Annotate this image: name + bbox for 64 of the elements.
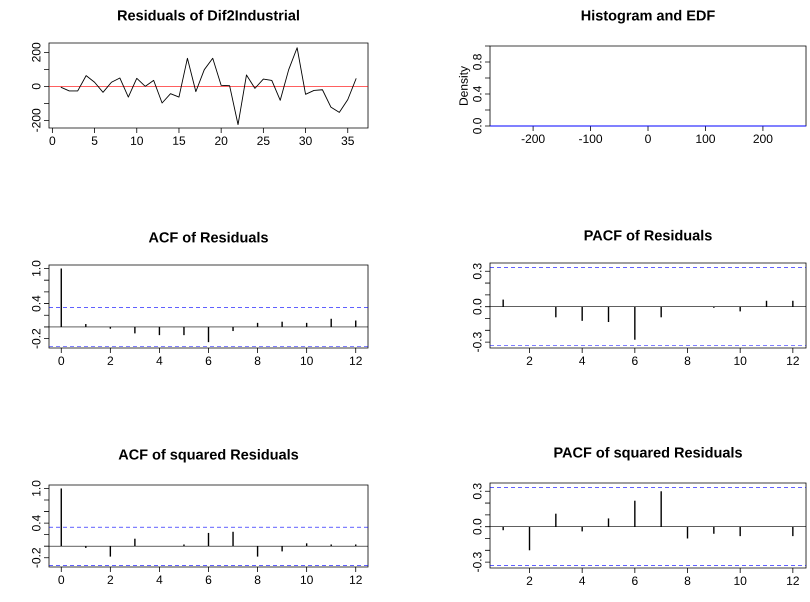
y-tick-label: -0.2	[32, 328, 40, 348]
x-tick-label: 12	[350, 356, 362, 365]
x-tick-label: 25	[257, 136, 270, 146]
y-tick-label: 0	[32, 83, 40, 90]
x-tick-label: 4	[579, 356, 586, 365]
x-tick-label: -200	[522, 134, 545, 144]
x-tick-label: 20	[215, 136, 228, 146]
y-tick-label: 0.8	[472, 54, 482, 70]
y-tick-label: 1.0	[32, 260, 40, 276]
x-tick-label: 8	[254, 356, 260, 366]
x-tick-label: 6	[632, 576, 638, 586]
x-tick-label: 30	[299, 136, 312, 146]
y-tick-label: -0.3	[472, 552, 482, 572]
x-tick-label: 200	[754, 134, 772, 144]
x-tick-label: 10	[300, 576, 313, 584]
x-tick-label: 12	[350, 576, 362, 584]
x-tick-label: 12	[787, 576, 799, 585]
x-tick-label: 12	[787, 356, 799, 365]
x-tick-label: 10	[734, 356, 746, 366]
y-tick-label: 0.4	[32, 296, 40, 312]
x-tick-label: 0	[58, 356, 64, 366]
x-tick-label: 6	[206, 576, 212, 584]
y-tick-label: 0.3	[472, 483, 482, 500]
chart-title: ACF of squared Residuals	[118, 448, 298, 463]
x-tick-label: 100	[696, 134, 715, 144]
y-tick-label: 0.4	[32, 515, 40, 531]
x-tick-label: 10	[131, 136, 143, 146]
x-tick-label: -100	[579, 134, 602, 144]
x-tick-label: 6	[206, 356, 212, 366]
y-tick-label: 0.0	[472, 518, 482, 535]
chart-title: ACF of Residuals	[148, 232, 268, 242]
x-tick-label: 4	[156, 576, 162, 584]
x-tick-label: 0	[50, 136, 56, 146]
y-tick-label: 0.0	[472, 298, 482, 315]
y-tick-label: 0.0	[472, 118, 482, 134]
x-tick-label: 4	[156, 356, 162, 365]
x-tick-label: 10	[300, 356, 313, 366]
x-tick-label: 2	[108, 576, 114, 584]
x-tick-label: 0	[645, 134, 651, 144]
y-tick-label: 0.3	[472, 263, 482, 280]
x-tick-label: 35	[342, 136, 354, 146]
y-axis-title: Density	[458, 66, 470, 106]
x-tick-label: 4	[579, 576, 586, 585]
x-tick-label: 2	[108, 356, 114, 365]
x-tick-label: 0	[58, 576, 64, 584]
x-tick-label: 10	[734, 576, 746, 586]
x-tick-label: 2	[526, 576, 532, 585]
x-tick-label: 8	[684, 576, 690, 586]
x-tick-label: 15	[173, 136, 186, 145]
chart-title: PACF of squared Residuals	[554, 446, 742, 461]
y-tick-label: -0.2	[32, 548, 40, 568]
y-tick-label: 200	[32, 42, 40, 62]
x-tick-label: 5	[92, 136, 98, 145]
x-tick-label: 8	[254, 576, 260, 584]
x-tick-label: 6	[632, 356, 638, 366]
chart-title: PACF of Residuals	[584, 230, 712, 240]
y-tick-label: -0.3	[472, 332, 482, 352]
x-tick-label: 8	[684, 356, 690, 366]
chart-title: Histogram and EDF	[582, 10, 715, 24]
chart-title: Residuals of Dif2Industrial	[118, 10, 299, 20]
line-series	[60, 47, 357, 126]
y-tick-label: 0.4	[472, 86, 482, 102]
x-tick-label: 2	[526, 356, 532, 365]
y-tick-label: 1.0	[32, 480, 40, 496]
